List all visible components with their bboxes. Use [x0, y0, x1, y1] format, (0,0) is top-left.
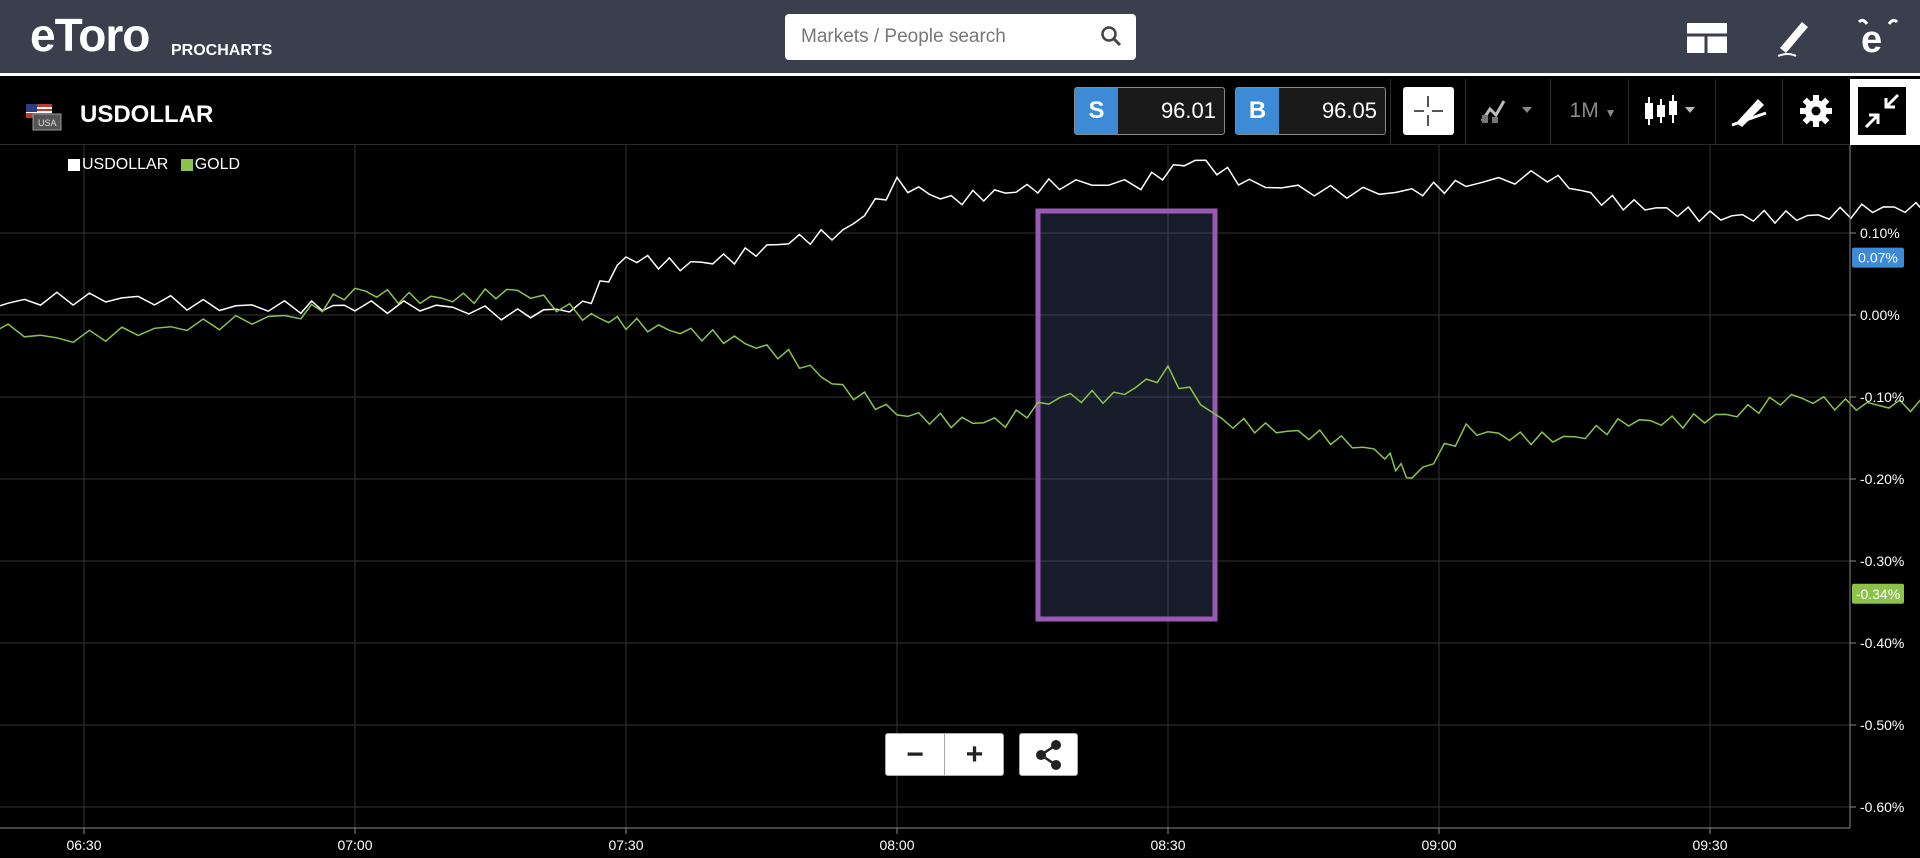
- layout-icon[interactable]: [1684, 14, 1730, 60]
- last-value-badge: [1852, 247, 1904, 268]
- zoom-controls: − +: [885, 733, 1004, 776]
- gear-icon: [1800, 95, 1832, 127]
- series-line-gold: [0, 287, 1920, 479]
- flag-label: USA: [38, 118, 57, 128]
- chevron-down-icon: ▼: [1604, 106, 1617, 120]
- y-tick-label: -0.60%: [1860, 799, 1904, 815]
- legend-swatch-gold: [180, 159, 193, 171]
- toolbar-divider: [1465, 79, 1466, 145]
- y-tick-label: -0.20%: [1860, 471, 1904, 487]
- y-tick-label: -0.40%: [1860, 635, 1904, 651]
- x-tick-label: 07:00: [337, 837, 372, 853]
- svg-text:e: e: [1861, 19, 1882, 60]
- share-button[interactable]: [1019, 733, 1078, 776]
- sell-price: 96.01: [1160, 98, 1216, 123]
- etoro-e-icon[interactable]: e: [1855, 14, 1901, 60]
- candlestick-icon: [1645, 95, 1695, 125]
- collapse-icon: [1858, 87, 1906, 135]
- y-tick-label: 0.00%: [1860, 307, 1900, 323]
- instrument-name: USDOLLAR: [80, 101, 214, 128]
- crosshair-icon: [1414, 96, 1443, 126]
- x-tick-label: 08:30: [1150, 837, 1185, 853]
- usa-flag-icon: USA: [26, 104, 62, 131]
- top-bar: eToro PROCHARTS e: [0, 0, 1920, 76]
- buy-price: 96.05: [1321, 98, 1377, 123]
- x-tick-label: 09:00: [1421, 837, 1456, 853]
- last-value-badge: [1852, 583, 1904, 604]
- zoom-out-button[interactable]: −: [886, 734, 945, 775]
- compare-button[interactable]: [1470, 87, 1550, 135]
- search-input[interactable]: [801, 14, 1091, 60]
- toolbar-divider: [1628, 79, 1629, 145]
- compare-icon: [1480, 100, 1532, 123]
- series-line-usdollar: [0, 159, 1920, 321]
- draw-icon: [1731, 99, 1767, 127]
- pencil-icon[interactable]: [1768, 14, 1814, 60]
- instrument-toolbar: USA USDOLLAR S 96.01 B 96.05 1M ▼: [0, 79, 1920, 145]
- share-icon: [1036, 740, 1061, 770]
- buy-label: B: [1236, 88, 1279, 134]
- legend-label-usdollar: USDOLLAR: [82, 156, 169, 173]
- search-box[interactable]: [785, 14, 1136, 60]
- drawing-tools-button[interactable]: [1722, 87, 1778, 135]
- highlight-box: [1035, 208, 1218, 622]
- period-label: 1M: [1569, 99, 1599, 122]
- legend-label-gold: GOLD: [194, 156, 241, 173]
- search-icon[interactable]: [1100, 25, 1122, 47]
- etoro-logo[interactable]: eToro: [30, 9, 150, 61]
- chart-series: [0, 159, 1920, 479]
- sell-label: S: [1075, 88, 1118, 134]
- sell-button[interactable]: S 96.01: [1074, 87, 1225, 135]
- chart-grid: [0, 145, 1850, 828]
- toolbar-divider: [1715, 79, 1716, 145]
- x-tick-label: 09:30: [1692, 837, 1727, 853]
- buy-button[interactable]: B 96.05: [1235, 87, 1386, 135]
- zoom-in-button[interactable]: +: [965, 738, 984, 771]
- collapse-button[interactable]: [1850, 79, 1920, 145]
- period-dropdown[interactable]: 1M ▼: [1558, 87, 1628, 135]
- toolbar-divider: [1782, 79, 1783, 145]
- chart-legend: USDOLLAR GOLD: [68, 156, 240, 174]
- last-value-label: -0.34%: [1856, 586, 1900, 602]
- chart-axes: 0.10% 0.00% -0.10% -0.20% -0.30% -0.40% -0.50%…: [0, 145, 1904, 853]
- y-tick-label: 0.10%: [1860, 225, 1900, 241]
- y-tick-label: -0.10%: [1860, 389, 1904, 405]
- x-tick-label: 06:30: [66, 837, 101, 853]
- y-tick-label: -0.50%: [1860, 717, 1904, 733]
- toolbar-divider: [1390, 79, 1391, 145]
- toolbar-divider: [1550, 79, 1551, 145]
- y-tick-label: -0.30%: [1860, 553, 1904, 569]
- x-tick-label: 07:30: [608, 837, 643, 853]
- chart-type-button[interactable]: [1635, 87, 1715, 135]
- last-value-label: 0.07%: [1858, 250, 1898, 266]
- legend-swatch-usdollar: [68, 159, 80, 171]
- settings-button[interactable]: [1790, 87, 1846, 135]
- procharts-label: PROCHARTS: [171, 42, 273, 59]
- crosshair-button[interactable]: [1403, 87, 1454, 135]
- x-tick-label: 08:00: [879, 837, 914, 853]
